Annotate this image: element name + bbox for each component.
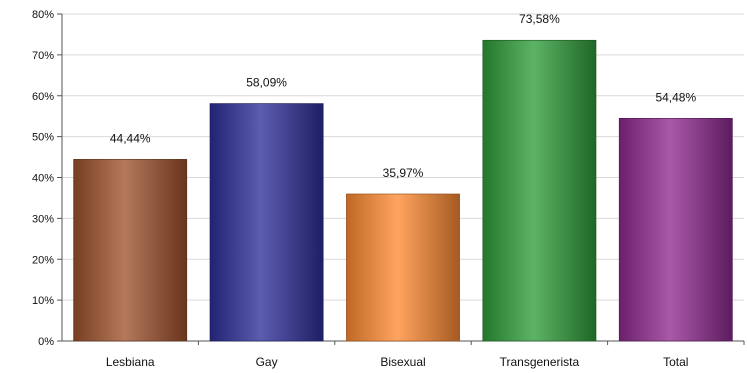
- x-tick-label-gay: Gay: [256, 355, 278, 369]
- y-tick-label: 70%: [32, 50, 54, 62]
- y-tick-label: 60%: [32, 91, 54, 103]
- y-tick-label: 20%: [32, 254, 54, 266]
- y-tick-label: 80%: [32, 9, 54, 21]
- data-label-lesbiana: 44,44%: [110, 131, 151, 145]
- y-tick-label: 40%: [32, 173, 54, 185]
- bar-total: [618, 118, 733, 342]
- bar-lesbiana: [73, 159, 188, 342]
- bar-gay: [209, 103, 324, 342]
- bar-bisexual: [346, 193, 460, 342]
- y-tick-label: 50%: [32, 132, 54, 144]
- x-tick-label-lesbiana: Lesbiana: [106, 355, 155, 369]
- data-label-gay: 58,09%: [246, 76, 287, 90]
- y-tick-label: 0%: [38, 336, 54, 348]
- x-tick-label-total: Total: [663, 355, 688, 369]
- data-label-transgenerista: 73,58%: [519, 12, 560, 26]
- bar-transgenerista: [482, 39, 597, 342]
- y-tick-label: 30%: [32, 213, 54, 225]
- labels-group: 44,44% Lesbiana 58,09% Gay 35,97% Bisexual 73,…: [106, 12, 697, 369]
- data-label-bisexual: 35,97%: [383, 166, 424, 180]
- y-tick-label: 10%: [32, 295, 54, 307]
- data-label-total: 54,48%: [655, 90, 696, 104]
- x-tick-label-transgenerista: Transgenerista: [500, 355, 580, 369]
- bars-group: [73, 39, 733, 342]
- x-tick-label-bisexual: Bisexual: [380, 355, 425, 369]
